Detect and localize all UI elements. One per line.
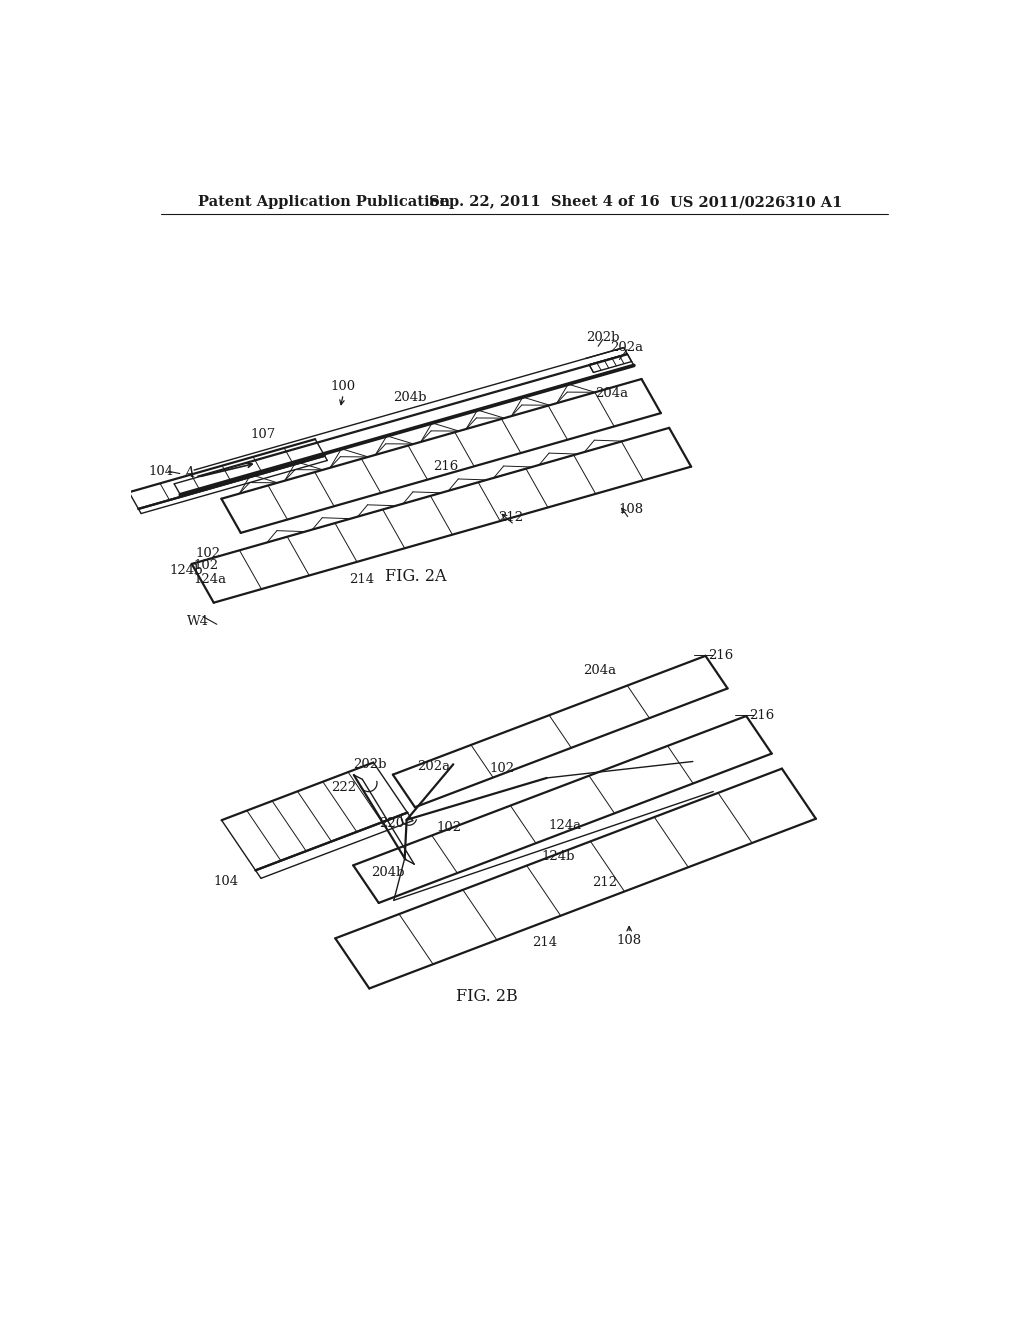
Text: 214: 214 <box>349 573 375 586</box>
Text: FIG. 2A: FIG. 2A <box>385 568 446 585</box>
Text: 222: 222 <box>332 780 356 793</box>
Text: 204b: 204b <box>372 866 404 879</box>
Text: 108: 108 <box>618 503 643 516</box>
Text: 204b: 204b <box>393 391 427 404</box>
Text: 216: 216 <box>433 461 459 474</box>
Text: W4: W4 <box>186 615 209 628</box>
Text: 124b: 124b <box>170 565 204 577</box>
Text: Sep. 22, 2011  Sheet 4 of 16: Sep. 22, 2011 Sheet 4 of 16 <box>429 195 659 210</box>
Text: US 2011/0226310 A1: US 2011/0226310 A1 <box>670 195 842 210</box>
Text: A: A <box>183 466 194 480</box>
Text: 202a: 202a <box>417 760 451 774</box>
Text: 204a: 204a <box>584 664 616 677</box>
Text: 124b: 124b <box>542 850 575 863</box>
Text: FIG. 2B: FIG. 2B <box>457 989 518 1005</box>
Text: 204a: 204a <box>595 387 629 400</box>
Text: 202a: 202a <box>610 341 644 354</box>
Text: Patent Application Publication: Patent Application Publication <box>198 195 450 210</box>
Text: 212: 212 <box>593 876 617 890</box>
Text: 220: 220 <box>380 817 404 830</box>
Text: 202b: 202b <box>586 330 620 343</box>
Text: 102: 102 <box>489 762 514 775</box>
Text: 104: 104 <box>214 875 239 888</box>
Text: 216: 216 <box>749 709 774 722</box>
Text: 100: 100 <box>331 380 355 393</box>
Text: 216: 216 <box>709 648 733 661</box>
Text: 104: 104 <box>148 465 173 478</box>
Text: 124a: 124a <box>194 573 226 586</box>
Text: 212: 212 <box>498 511 523 524</box>
Text: 214: 214 <box>532 936 558 949</box>
Text: 124a: 124a <box>549 818 582 832</box>
Text: 102: 102 <box>194 558 218 572</box>
Text: 102: 102 <box>436 821 462 834</box>
Text: 102: 102 <box>196 546 221 560</box>
Text: 108: 108 <box>616 935 642 948</box>
Text: 202b: 202b <box>353 758 387 771</box>
Text: 107: 107 <box>250 428 275 441</box>
